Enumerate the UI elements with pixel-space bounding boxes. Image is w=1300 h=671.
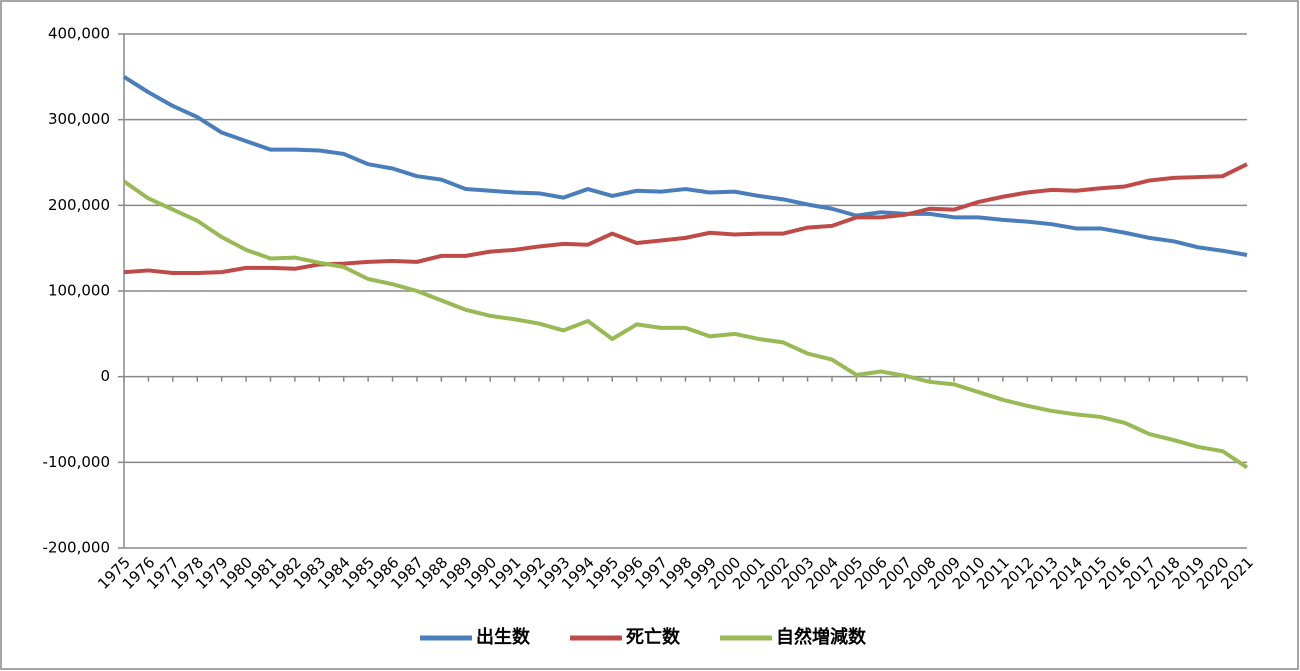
legend-label: 出生数 [476, 626, 531, 648]
series-line [123, 162, 1248, 276]
series-line [122, 75, 1248, 257]
y-tick-label: -100,000 [43, 453, 110, 471]
y-tick-label: 0 [100, 367, 110, 385]
y-tick-label: 300,000 [48, 110, 110, 128]
y-tick-label: 100,000 [48, 282, 110, 300]
y-tick-label: 400,000 [48, 25, 110, 43]
y-tick-label: 200,000 [48, 196, 110, 214]
y-tick-label: -200,000 [43, 539, 110, 557]
legend-label: 自然増減数 [776, 626, 867, 648]
series-line [122, 179, 1249, 470]
legend-label: 死亡数 [626, 626, 681, 648]
